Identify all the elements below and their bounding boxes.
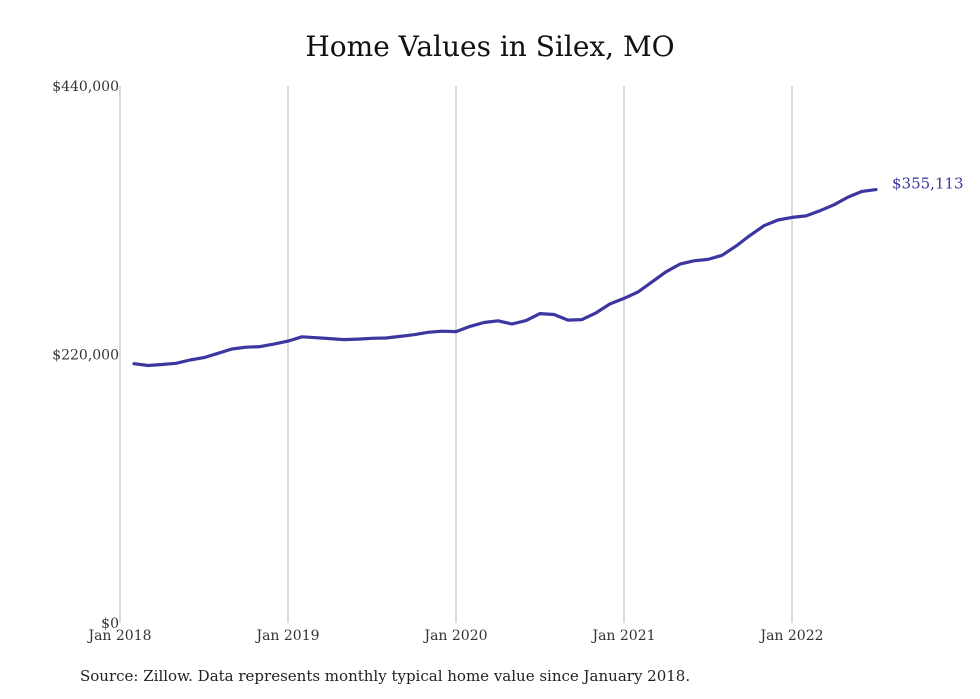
end-value-label: $355,113 xyxy=(892,175,964,193)
y-tick-label: $440,000 xyxy=(52,79,119,95)
y-tick-label: $220,000 xyxy=(52,348,119,364)
y-tick-label: $0 xyxy=(101,616,119,632)
source-note: Source: Zillow. Data represents monthly … xyxy=(80,667,691,685)
series-line xyxy=(132,188,878,368)
x-tick-label: Jan 2022 xyxy=(758,628,823,644)
x-tick-label: Jan 2018 xyxy=(86,628,151,644)
x-tick-label: Jan 2021 xyxy=(590,628,655,644)
x-tick-label: Jan 2020 xyxy=(422,628,487,644)
chart-title: Home Values in Silex, MO xyxy=(305,30,675,63)
x-tick-label: Jan 2019 xyxy=(254,628,319,644)
